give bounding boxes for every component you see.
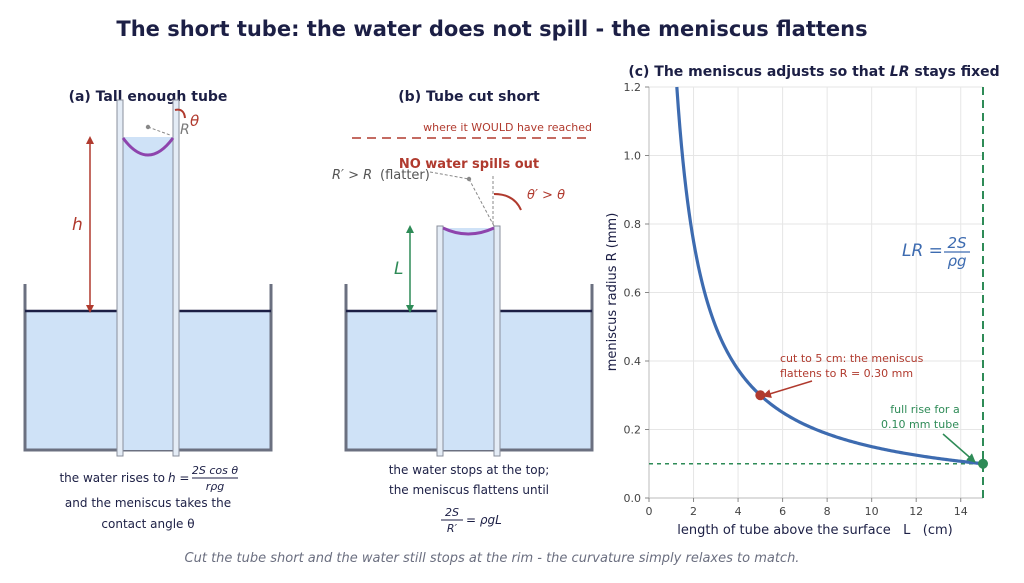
x-tick-label: 6 — [779, 505, 786, 518]
label-R: R — [180, 122, 190, 138]
radius-b-line1 — [468, 178, 495, 227]
x-tick-label: 12 — [909, 505, 923, 518]
y-tick-label: 0.4 — [624, 355, 642, 368]
annotation-red-line2: flattens to R = 0.30 mm — [780, 367, 913, 380]
tube-a-right-wall — [172, 99, 180, 457]
formula-h-lhs: h = — [168, 471, 189, 485]
no-spill-label: NO water spills out — [399, 157, 539, 172]
chart-reference-lines — [649, 87, 984, 498]
x-tick-label: 10 — [865, 505, 879, 518]
label-flatter: (flatter) — [380, 168, 430, 183]
panel-c: (c) The meniscus adjusts so that LR stay… — [605, 64, 1000, 538]
caption-b-line1: the water stops at the top; — [389, 463, 550, 477]
footer-caption: Cut the tube short and the water still s… — [185, 551, 800, 566]
x-tick-label: 2 — [690, 505, 697, 518]
caption-a-line3: contact angle θ — [101, 517, 194, 531]
formula-h-num: 2S cos θ — [192, 464, 238, 477]
panel-c-title-var: LR — [890, 64, 910, 80]
panel-c-title: (c) The meniscus adjusts so that LR stay… — [628, 64, 999, 80]
panel-a-caption: the water rises to h = 2S cos θ rρg and … — [59, 464, 238, 531]
meniscus-b — [442, 226, 495, 236]
law-formula: LR = 2S ρg — [902, 234, 970, 270]
tube-a-left-wall — [116, 99, 124, 457]
caption-b-line2: the meniscus flattens until — [389, 483, 549, 497]
law-den: ρg — [947, 252, 966, 270]
x-tick-label: 0 — [646, 505, 653, 518]
formula-b-rhs: = ρgL — [466, 513, 502, 527]
label-R-prime: R′ > R — [332, 168, 372, 183]
chart-grid — [648, 86, 983, 499]
chart-ticks: 0 2 4 6 8 10 12 14 0.0 0.2 0.4 0.6 0.8 1.0 1.2 — [624, 81, 968, 518]
label-L: L — [394, 259, 403, 279]
law-num: 2S — [947, 234, 967, 252]
formula-h-den: rρg — [206, 480, 225, 493]
y-tick-label: 0.6 — [624, 287, 642, 300]
caption-a-line1: the water rises to — [59, 471, 165, 485]
tube-b-water — [443, 228, 494, 450]
data-point-green — [978, 458, 988, 469]
tube-a-water — [123, 137, 173, 450]
formula-b-den: R′ — [447, 522, 458, 535]
label-theta: θ — [190, 112, 199, 130]
x-axis-label: length of tube above the surface L (cm) — [677, 523, 952, 538]
radius-b-line2 — [429, 171, 470, 180]
panel-c-title-suffix: stays fixed — [910, 64, 1000, 80]
lr-curve — [675, 86, 984, 466]
tube-b-right-wall — [493, 225, 501, 457]
y-axis-label: meniscus radius R (mm) — [605, 213, 620, 372]
tube-b-left-wall — [436, 225, 444, 457]
y-tick-label: 1.2 — [624, 81, 642, 94]
panel-a-title: (a) Tall enough tube — [69, 89, 228, 105]
y-tick-label: 0.0 — [624, 492, 642, 505]
label-theta-prime: θ′ > θ — [527, 188, 565, 203]
panel-b: (b) Tube cut short where it WOULD have r… — [332, 89, 594, 535]
x-tick-label: 4 — [735, 505, 742, 518]
annotation-green-line2: 0.10 mm tube — [881, 418, 959, 431]
radius-a-line — [147, 126, 171, 136]
caption-a-line2: and the meniscus takes the — [65, 496, 231, 510]
angle-arc-b — [493, 193, 522, 211]
chart-curve-group — [675, 86, 984, 466]
angle-arc-a — [174, 108, 186, 119]
figure-title: The short tube: the water does not spill… — [116, 17, 867, 41]
annotation-green-arrow — [942, 433, 976, 463]
panel-a: (a) Tall enough tube R θ h the water ris… — [23, 89, 273, 531]
formula-b: 2S R′ = ρgL — [441, 506, 502, 535]
y-tick-label: 0.2 — [624, 424, 642, 437]
label-h: h — [72, 215, 83, 235]
formula-b-num: 2S — [445, 506, 459, 519]
law-lhs: LR = — [902, 241, 943, 261]
meniscus-a — [121, 137, 175, 157]
panel-c-title-prefix: (c) The meniscus adjusts so that — [628, 64, 889, 80]
y-tick-label: 0.8 — [624, 218, 642, 231]
annotation-red-line1: cut to 5 cm: the meniscus — [780, 352, 924, 365]
panel-b-title: (b) Tube cut short — [398, 89, 540, 105]
x-tick-label: 8 — [824, 505, 831, 518]
would-have-reached-label: where it WOULD have reached — [423, 121, 592, 134]
annotation-green-line1: full rise for a — [890, 403, 959, 416]
x-tick-label: 14 — [954, 505, 968, 518]
annotation-red-arrow — [762, 380, 813, 398]
y-tick-label: 1.0 — [624, 150, 642, 163]
